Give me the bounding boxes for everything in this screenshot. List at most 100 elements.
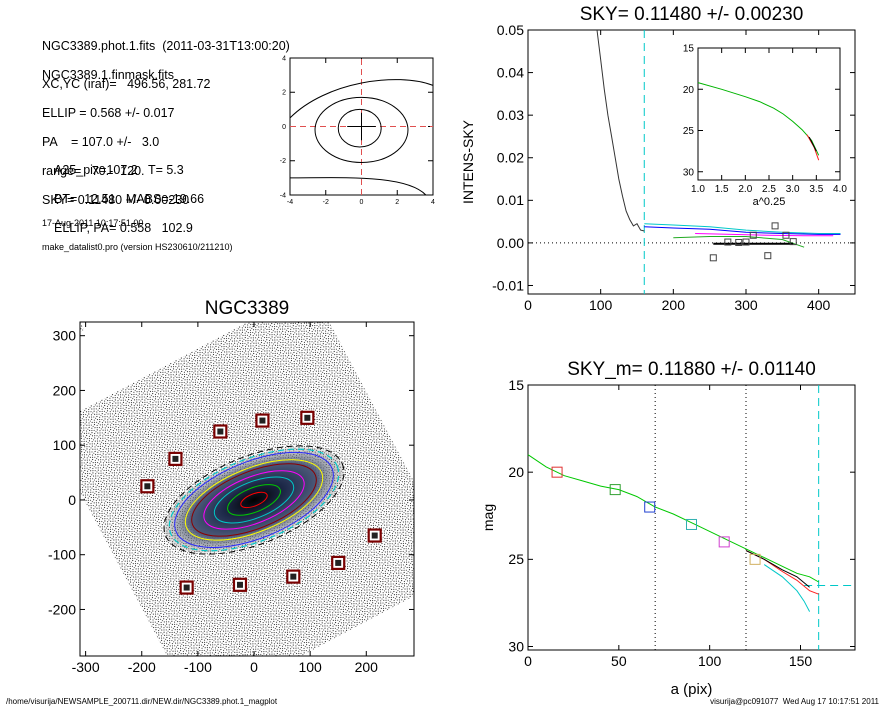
contour-ytick-label: -4 xyxy=(280,192,286,199)
sky-xtick-label: 0 xyxy=(524,297,532,313)
sky-series-line xyxy=(673,236,805,248)
info-params: XC,YC (iraf)= 496.56, 281.72 ELLIP = 0.5… xyxy=(42,62,211,222)
mag-series-line xyxy=(745,550,810,588)
contour-ytick-label: 0 xyxy=(282,124,286,131)
image-ytick-label: 200 xyxy=(53,382,77,398)
mag-xtick-label: 0 xyxy=(524,653,532,669)
info-date: 17-Aug-2011 10:17:51.00 xyxy=(42,218,144,228)
galaxy-body xyxy=(164,447,344,553)
inset-xlabel: a^0.25 xyxy=(753,196,786,208)
sky-series-line xyxy=(644,223,841,234)
mag-ytick-label: 20 xyxy=(508,464,524,480)
sky-point xyxy=(782,231,790,239)
mag-ytick-label: 15 xyxy=(508,377,524,393)
mag-marker xyxy=(686,518,697,530)
star-mask-core xyxy=(335,559,342,566)
mag-series-line xyxy=(527,454,819,583)
image-ytick-label: 300 xyxy=(53,328,77,344)
star-mask-core xyxy=(259,417,266,424)
image-xtick-label: -200 xyxy=(128,659,156,675)
footer-path: /home/visurija/NEWSAMPLE_200711.dir/NEW.… xyxy=(6,697,278,706)
sky-series-line xyxy=(695,233,834,237)
image-ytick-label: 100 xyxy=(53,437,77,453)
sky-point xyxy=(709,254,717,262)
mag-series-line xyxy=(763,564,811,612)
star-mask-core xyxy=(236,581,243,588)
isophote-ellipse xyxy=(227,484,281,516)
mag-frame xyxy=(527,384,856,651)
star-mask-core xyxy=(371,532,378,539)
isophote-ellipse xyxy=(184,459,324,541)
isophote-ellipse xyxy=(240,491,268,509)
sky-point xyxy=(764,252,772,260)
inset-xtick-label: 2.5 xyxy=(762,184,776,195)
contour-xtick-label: 2 xyxy=(395,199,399,206)
inset-curve-black xyxy=(808,136,817,152)
isophote-ellipse xyxy=(213,476,295,524)
info-meta: 17-Aug-2011 10:17:51.00 make_datalist0.p… xyxy=(42,205,232,265)
image-xtick-label: -100 xyxy=(184,659,212,675)
sky-point xyxy=(742,238,750,246)
inset-background xyxy=(698,48,840,180)
info-sky: SKY= 0.11480 +/- 0.00230 xyxy=(42,192,190,207)
sky-profile-line xyxy=(596,29,645,232)
inset-ytick-label: 30 xyxy=(683,167,695,178)
sky-ytick-label: -0.01 xyxy=(492,277,524,293)
sky-xtick-label: 300 xyxy=(734,297,758,313)
info-ellip: ELLIP = 0.568 +/- 0.017 xyxy=(42,105,175,120)
mag-marker xyxy=(551,466,563,478)
inset-ytick-label: 20 xyxy=(683,85,695,96)
star-mask-core xyxy=(217,428,224,435)
isophote-outer-cyan xyxy=(168,448,340,552)
info-header: NGC3389.phot.1.fits (2011-03-31T13:00:20… xyxy=(42,24,290,97)
sky-ylabel: INTENS-SKY xyxy=(460,119,476,204)
image-ytick-label: -200 xyxy=(48,601,76,617)
inset-xtick-label: 3.0 xyxy=(786,184,800,195)
image-ytick-label: 0 xyxy=(68,492,76,508)
info-pa: PA = 107.0 +/- 3.0 xyxy=(42,134,160,149)
sky-point xyxy=(789,238,797,246)
inset-ytick-label: 15 xyxy=(683,44,695,55)
info-bt: BT= 12.51 MABS=-19.66 xyxy=(54,191,205,206)
mag-xlabel: a (pix) xyxy=(671,681,713,698)
mag-marker xyxy=(718,536,730,548)
mag-xtick-label: 100 xyxy=(698,653,722,669)
sky-point xyxy=(771,222,779,230)
mag-xtick-label: 50 xyxy=(611,653,627,669)
contour-xtick-label: 0 xyxy=(360,199,364,206)
star-mask-core xyxy=(290,573,297,580)
image-title: NGC3389 xyxy=(205,298,290,319)
info-mask-file: NGC3389.1.finmask.fits xyxy=(42,67,174,82)
image-ytick-label: -100 xyxy=(48,547,76,563)
sky-title: SKY= 0.11480 +/- 0.00230 xyxy=(580,4,804,25)
sky-frame xyxy=(527,29,856,295)
sky-point xyxy=(724,238,732,246)
isophote-ellipse xyxy=(191,463,317,537)
mag-xtick-label: 150 xyxy=(789,653,813,669)
inset-xtick-label: 1.0 xyxy=(691,184,705,195)
contour-ytick-label: 2 xyxy=(282,90,286,97)
inset-xtick-label: 4.0 xyxy=(833,184,847,195)
sky-ytick-label: 0.05 xyxy=(497,22,524,38)
mag-marker xyxy=(609,484,621,496)
contour-xtick-label: -4 xyxy=(287,199,293,206)
image-xtick-label: 200 xyxy=(355,659,379,675)
isophote-ellipse xyxy=(203,470,305,530)
mag-series-line xyxy=(745,550,819,595)
inset-xtick-label: 3.5 xyxy=(809,184,823,195)
star-mask-core xyxy=(144,483,151,490)
mag-marker xyxy=(644,501,656,513)
mag-ytick-label: 25 xyxy=(508,551,524,567)
star-mask-core xyxy=(172,455,179,462)
contour-ytick-label: -2 xyxy=(280,158,286,165)
footer-user: visurija@pc091077 Wed Aug 17 10:17:51 20… xyxy=(710,697,879,706)
image-xtick-label: 100 xyxy=(298,659,322,675)
contour-xtick-label: -2 xyxy=(323,199,329,206)
sky-ytick-label: 0.01 xyxy=(497,192,524,208)
image-field xyxy=(80,322,414,656)
contour-line-outer xyxy=(289,177,427,196)
image-frame xyxy=(79,321,415,657)
sky-point xyxy=(749,231,757,239)
sky-series-line xyxy=(644,226,841,235)
